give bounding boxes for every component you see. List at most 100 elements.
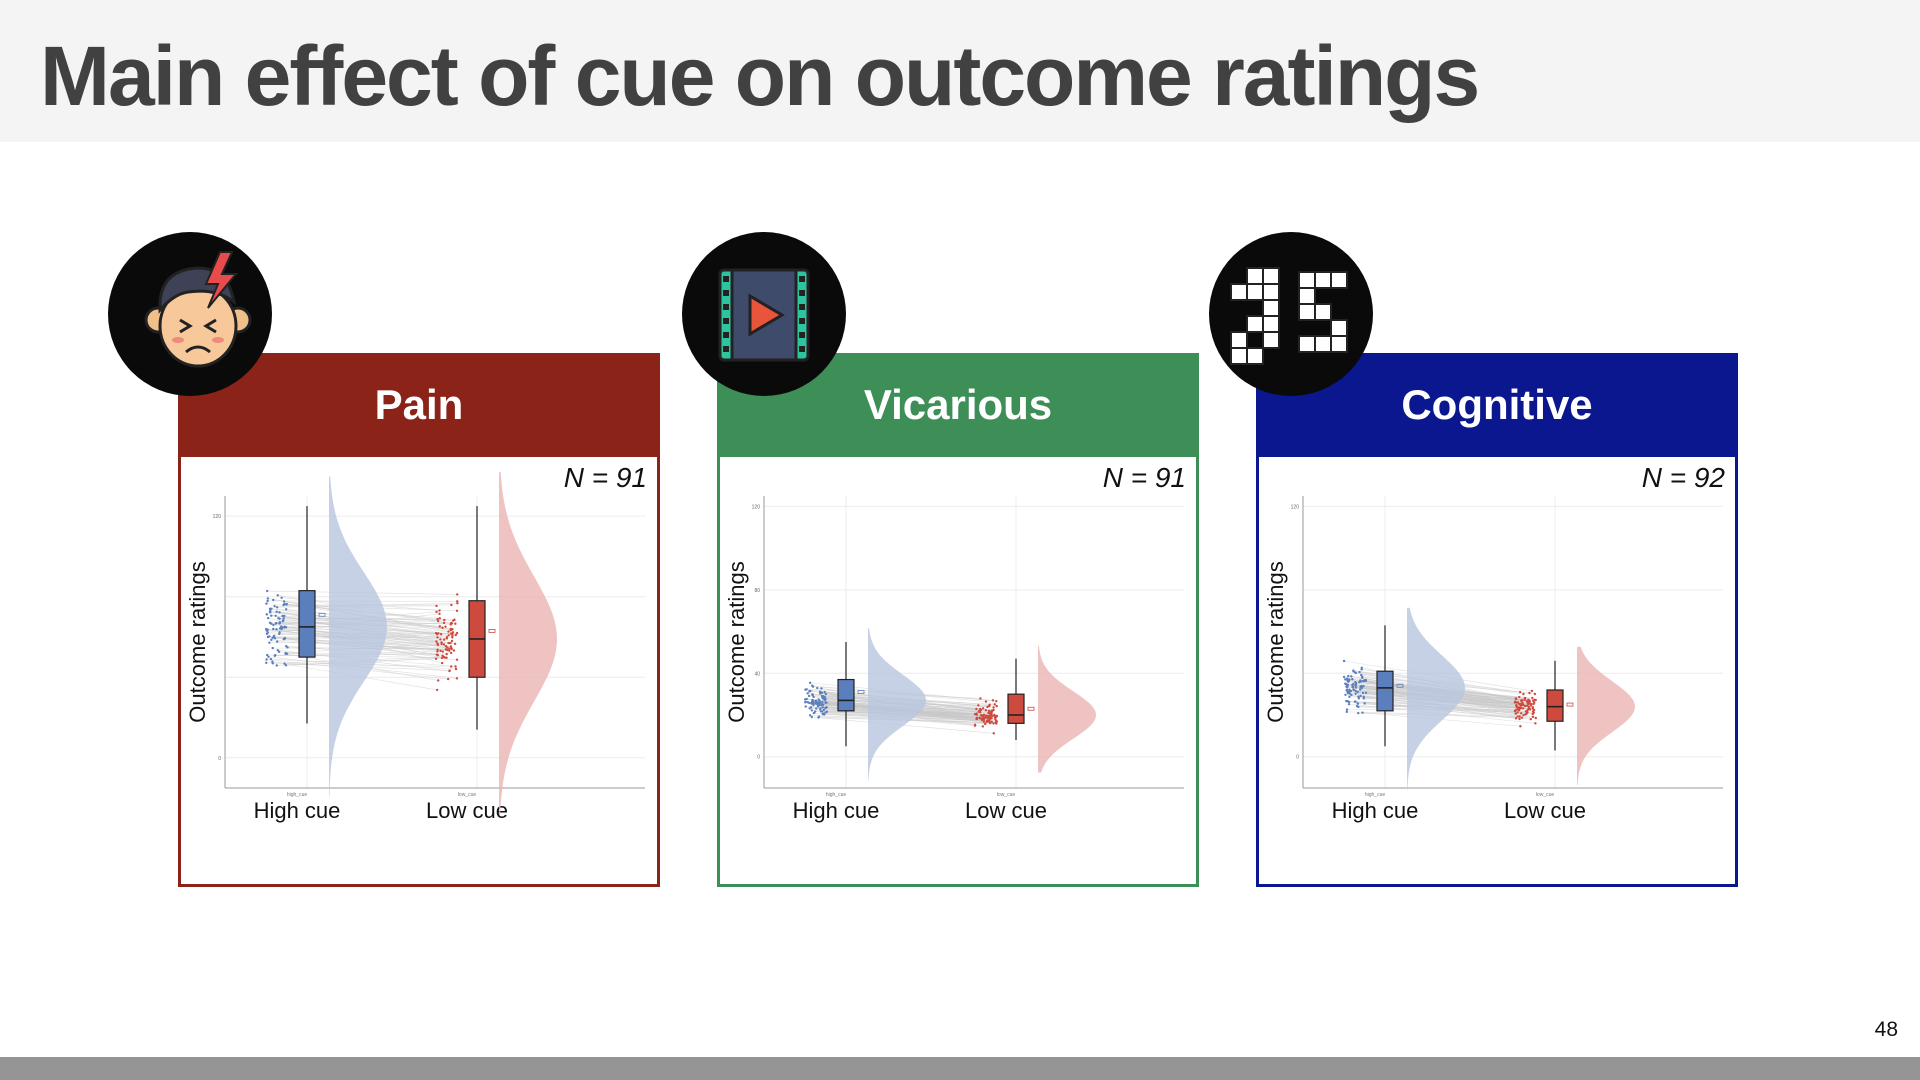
data-point	[804, 705, 807, 708]
data-point	[1525, 709, 1529, 712]
box	[837, 678, 855, 712]
y-tick-label: 120	[213, 514, 222, 520]
rotated-blocks-icon	[1209, 232, 1373, 396]
data-point	[455, 609, 459, 612]
data-point	[451, 634, 454, 637]
data-point	[984, 709, 988, 712]
data-point	[1361, 691, 1365, 695]
x-tick-label: Low cue	[965, 798, 1047, 823]
data-point	[823, 695, 826, 699]
data-point	[817, 716, 820, 719]
data-point	[1534, 722, 1537, 725]
box	[1546, 689, 1564, 722]
bottom-bar	[0, 1057, 1920, 1080]
data-point	[1518, 715, 1521, 718]
data-point	[456, 593, 459, 596]
data-point	[1531, 712, 1534, 716]
data-point	[982, 718, 986, 721]
data-point	[435, 604, 438, 608]
data-point	[275, 606, 279, 609]
data-point	[1351, 677, 1354, 681]
data-point	[981, 725, 985, 728]
panel-title: Cognitive	[1401, 381, 1593, 428]
data-point	[284, 626, 288, 629]
data-point	[270, 638, 273, 642]
box	[1007, 693, 1025, 724]
data-point	[1362, 684, 1365, 688]
data-point	[1350, 693, 1353, 697]
data-point	[1518, 717, 1521, 721]
x-tick-label-small: high_cue	[287, 792, 308, 798]
data-point	[1358, 681, 1361, 684]
data-point	[808, 701, 811, 705]
data-point	[973, 723, 977, 726]
data-point	[1359, 694, 1362, 698]
data-point	[820, 703, 824, 706]
data-point	[1354, 671, 1357, 675]
data-point	[1520, 712, 1523, 715]
data-point	[808, 681, 812, 685]
data-point	[824, 697, 827, 701]
y-tick-label: 80	[754, 588, 760, 594]
data-point	[821, 700, 824, 704]
data-point	[275, 610, 278, 614]
data-point	[266, 635, 270, 639]
data-point	[454, 622, 457, 625]
data-point	[1344, 682, 1347, 685]
data-point	[454, 667, 458, 671]
data-point	[269, 657, 273, 661]
data-point	[265, 613, 268, 616]
data-point	[1518, 695, 1521, 699]
box	[298, 590, 316, 658]
data-point	[1348, 695, 1351, 699]
data-point	[453, 642, 457, 646]
data-point	[277, 617, 280, 620]
data-point	[819, 701, 822, 705]
data-point	[275, 628, 278, 631]
data-point	[1523, 698, 1526, 702]
data-point	[438, 609, 441, 612]
data-point	[1516, 708, 1520, 711]
data-point	[1350, 675, 1353, 678]
y-axis-label: Outcome ratings	[1263, 561, 1288, 722]
data-point	[1519, 725, 1522, 728]
data-point	[982, 707, 985, 710]
data-point	[978, 709, 981, 713]
data-point	[989, 717, 992, 720]
data-point	[820, 687, 823, 690]
data-point	[1534, 698, 1537, 702]
data-point	[442, 638, 446, 641]
data-point	[272, 598, 275, 602]
data-point	[448, 649, 451, 652]
x-tick-label-small: low_cue	[1536, 792, 1555, 798]
data-point	[271, 662, 274, 665]
x-tick-label: High cue	[793, 798, 880, 823]
data-point	[265, 661, 268, 665]
data-point	[438, 625, 442, 628]
data-point	[1522, 692, 1525, 696]
data-point	[812, 702, 815, 706]
data-point	[284, 608, 288, 611]
data-point	[975, 717, 979, 721]
data-point	[434, 657, 438, 660]
data-point	[264, 627, 268, 631]
data-point	[1346, 690, 1349, 694]
data-point	[450, 628, 453, 631]
data-point	[1514, 712, 1517, 715]
data-point	[990, 709, 994, 712]
data-point	[987, 711, 990, 715]
data-point	[824, 706, 827, 710]
y-axis-label: Outcome ratings	[724, 561, 749, 722]
data-point	[284, 644, 288, 648]
data-point	[995, 720, 998, 723]
data-point	[278, 627, 282, 630]
data-point	[442, 621, 446, 625]
data-point	[1361, 676, 1364, 679]
data-point	[984, 722, 987, 726]
data-point	[1344, 693, 1347, 696]
data-point	[1518, 690, 1522, 694]
data-point	[810, 715, 814, 719]
data-point	[1526, 704, 1529, 707]
data-point	[805, 688, 808, 691]
